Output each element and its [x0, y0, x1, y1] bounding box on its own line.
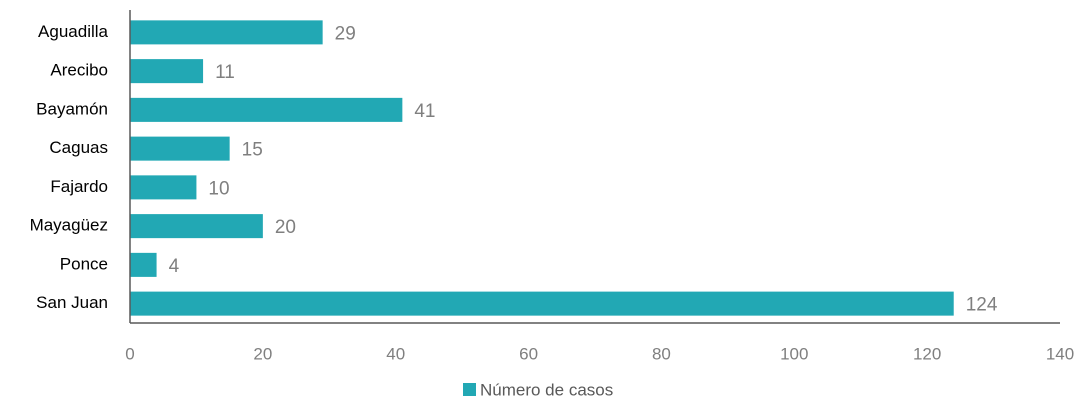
data-label: 41	[414, 101, 435, 122]
data-label: 29	[335, 23, 356, 44]
legend-swatch	[463, 383, 476, 396]
y-tick-label: San Juan	[36, 293, 108, 312]
y-tick-label: Caguas	[49, 138, 108, 157]
data-label: 15	[242, 140, 263, 161]
y-tick-label: Fajardo	[50, 177, 108, 196]
x-tick-label: 100	[780, 344, 808, 363]
y-tick-label: Arecibo	[50, 61, 108, 80]
x-tick-label: 20	[253, 344, 272, 363]
data-label: 11	[215, 62, 235, 83]
x-tick-label: 60	[519, 344, 538, 363]
y-tick-label: Aguadilla	[38, 22, 108, 41]
y-tick-label: Mayagüez	[30, 216, 108, 235]
x-tick-label: 40	[386, 344, 405, 363]
data-label: 20	[275, 217, 296, 238]
y-tick-label: Ponce	[60, 254, 108, 273]
data-label: 4	[169, 256, 180, 277]
bar	[130, 291, 954, 316]
data-label: 10	[208, 178, 229, 199]
bar	[130, 136, 230, 161]
x-tick-label: 140	[1046, 344, 1074, 363]
bar	[130, 59, 204, 84]
x-tick-label: 80	[652, 344, 671, 363]
y-tick-label: Bayamón	[36, 99, 108, 118]
bar	[130, 20, 323, 45]
bar	[130, 175, 197, 200]
bar	[130, 97, 403, 122]
data-label: 124	[966, 295, 998, 316]
x-tick-label: 120	[913, 344, 941, 363]
bar	[130, 214, 263, 239]
legend-label: Número de casos	[480, 380, 613, 399]
x-tick-label: 0	[125, 344, 134, 363]
bar	[130, 252, 157, 277]
